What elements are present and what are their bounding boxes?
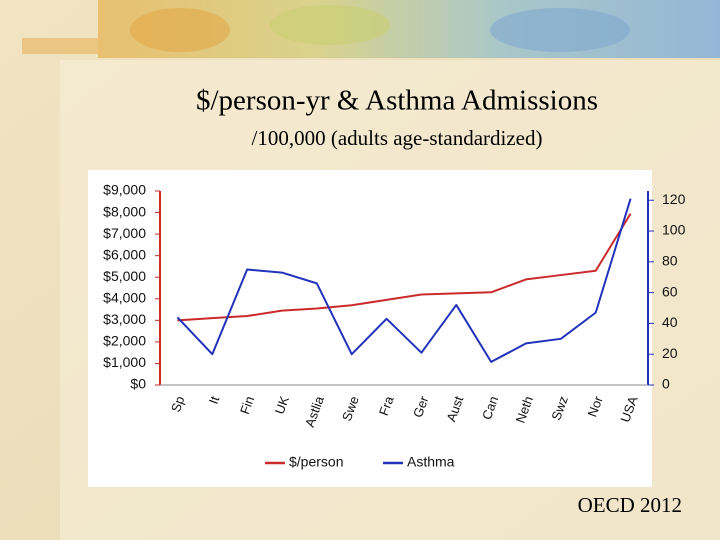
x-tick-label: Ger [410, 393, 432, 419]
leaf [270, 5, 390, 45]
legend-label: $/person [289, 454, 343, 470]
y-tick-label: $8,000 [103, 203, 146, 219]
legend-label: Asthma [407, 454, 455, 470]
chart-subtitle: /100,000 (adults age-standardized) [252, 126, 543, 150]
y2-tick-label: 120 [662, 191, 686, 207]
leaf [130, 8, 230, 52]
y2-tick-label: 20 [662, 345, 678, 361]
x-tick-label: Sp [168, 394, 188, 414]
x-tick-label: Fin [237, 394, 257, 416]
y-tick-label: $3,000 [103, 311, 146, 327]
leaf [490, 8, 630, 52]
y2-tick-label: 80 [662, 253, 678, 269]
y2-tick-label: 100 [662, 222, 686, 238]
y-tick-label: $2,000 [103, 333, 146, 349]
series-line [177, 213, 632, 322]
y2-tick-label: 60 [662, 283, 678, 299]
y-tick-label: $9,000 [103, 182, 146, 198]
series-line [176, 198, 632, 363]
chart-area [88, 170, 652, 487]
y-tick-label: $0 [130, 376, 146, 392]
y-tick-label: $7,000 [103, 225, 146, 241]
y2-tick-label: 40 [662, 314, 678, 330]
x-tick-label: Fra [376, 393, 397, 417]
y-tick-label: $6,000 [103, 246, 146, 262]
x-tick-label: UK [272, 394, 292, 416]
x-tick-label: Nor [585, 393, 606, 418]
y-tick-label: $4,000 [103, 289, 146, 305]
y-tick-label: $5,000 [103, 268, 146, 284]
y-tick-label: $1,000 [103, 354, 146, 370]
source: OECD 2012 [578, 493, 682, 517]
y2-tick-label: 0 [662, 376, 670, 392]
banner-strip [22, 38, 98, 54]
chart-title: $/person-yr & Asthma Admissions [196, 85, 598, 117]
